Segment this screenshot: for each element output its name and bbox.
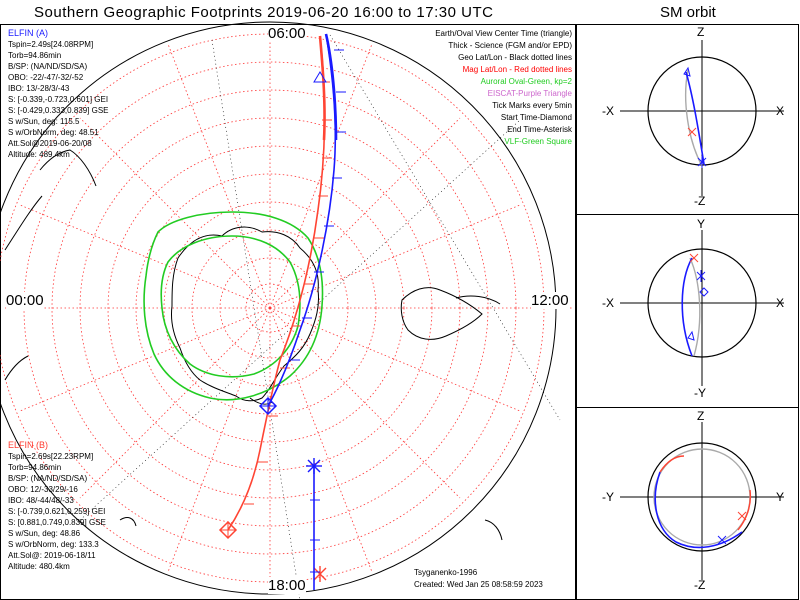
credit-created: Created: Wed Jan 25 08:58:59 2023 [414, 580, 543, 589]
elfin-b-line: OBO: 12/-33/29/-16 [8, 485, 78, 494]
orbit2-top-label: Y [697, 217, 706, 231]
elfin-a-start-diamond [258, 396, 278, 416]
orbit2-right-label: X [776, 296, 785, 310]
page-title: Southern Geographic Footprints 2019-06-2… [34, 4, 494, 21]
orbit-panel-xy [620, 230, 784, 386]
elfin-b-line: S: [-0.739,0.621,0.259] GEI [8, 507, 106, 516]
elfin-b-line: Att.Sol@: 2019-06-18/11 [8, 551, 96, 560]
elfin-b-line: Altitude: 480.4km [8, 562, 70, 571]
legend-item: VLF-Green Square [504, 137, 572, 146]
elfin-b-line: S w/Sun, deg: 48.86 [8, 529, 81, 538]
auroral-oval [143, 211, 324, 401]
elfin-a-line: S w/Sun, deg: 115.5 [8, 117, 80, 126]
elfin-a-track [258, 33, 346, 590]
legend-item: Earth/Oval View Center Time (triangle) [435, 29, 572, 38]
credit-author: Tsyganenko-1996 [414, 568, 478, 577]
elfin-b-end-asterisk [313, 566, 327, 582]
legend-item: Geo Lat/Lon - Black dotted lines [458, 53, 572, 62]
orbit1-right-label: X [776, 104, 785, 118]
elfin-a-line: Tspin=2.49s[24.08RPM] [8, 40, 94, 49]
elfin-a-line: Att.Sol@2019-06-20/08 [8, 139, 92, 148]
elfin-a-name: ELFIN (A) [8, 28, 49, 38]
orbit1-bottom-label: -Z [694, 194, 706, 208]
orbit3-left-label: -Y [602, 490, 614, 504]
legend-item: End Time-Asterisk [507, 125, 572, 134]
orbit3-bottom-label: -Z [694, 578, 706, 592]
orbit1-left-label: -X [602, 104, 614, 118]
orbit3-right-label: Y [776, 490, 785, 504]
elfin-a-line: S w/OrbNorm, deg: 48.51 [8, 128, 99, 137]
elfin-b-line: S w/OrbNorm, deg: 133.3 [8, 540, 99, 549]
elfin-a-line: IBO: 13/-28/3/-43 [8, 84, 70, 93]
orbit-frame-2 [576, 214, 799, 408]
orbit2-left-label: -X [602, 296, 614, 310]
legend-item: EISCAT-Purple Triangle [487, 89, 572, 98]
time-label-bottom: 18:00 [268, 577, 306, 594]
orbit2-bottom-label: -Y [694, 386, 706, 400]
legend: Earth/Oval View Center Time (triangle) T… [380, 28, 572, 152]
elfin-a-line: B/SP: (NA/ND/SD/SA) [8, 62, 88, 71]
elfin-b-line: Torb=94.86min [8, 463, 62, 472]
elfin-b-line: B/SP: (NA/ND/SD/SA) [8, 474, 88, 483]
elfin-b-line: S: [0.881,0.749,0.839] GSE [8, 518, 106, 527]
time-label-top: 06:00 [268, 25, 306, 42]
orbit-panel-xz [620, 40, 784, 196]
legend-item: Start Time-Diamond [500, 113, 572, 122]
elfin-a-line: S: [-0.429,0.333,0.839] GSE [8, 106, 109, 115]
elfin-a-info: ELFIN (A) Tspin=2.49s[24.08RPM] Torb=94.… [8, 28, 109, 160]
orbit-panel-yz [620, 422, 784, 580]
orbit1-top-label: Z [697, 25, 705, 39]
legend-item: Tick Marks every 5min [492, 101, 572, 110]
elfin-b-name: ELFIN (B) [8, 440, 49, 450]
legend-item: Mag Lat/Lon - Red dotted lines [462, 65, 572, 74]
elfin-a-line: OBO: -22/-47/-32/-52 [8, 73, 84, 82]
elfin-a-end-asterisk [306, 458, 322, 474]
elfin-b-info: ELFIN (B) Tspin=2.69s[22.23RPM] Torb=94.… [8, 440, 106, 572]
orbit3-top-label: Z [697, 409, 705, 423]
elfin-b-line: Tspin=2.69s[22.23RPM] [8, 452, 94, 461]
elfin-a-line: S: [-0.339,-0.723,0.601] GEI [8, 95, 109, 104]
elfin-b-start-diamond [218, 520, 238, 540]
orbit-title: SM orbit [660, 4, 716, 21]
legend-item: Thick - Science (FGM and/or EPD) [448, 41, 572, 50]
elfin-b-line: IBO: 48/-44/48/-33 [8, 496, 74, 505]
elfin-a-line: Torb=94.86min [8, 51, 62, 60]
time-label-right: 12:00 [531, 292, 569, 309]
elfin-a-line: Altitude: 489.4km [8, 150, 70, 159]
legend-item: Auroral Oval-Green, kp=2 [480, 77, 572, 86]
geo-lat-lon-grid [79, 34, 561, 600]
elfin-a-view-triangle [313, 71, 327, 83]
time-label-left: 00:00 [6, 292, 44, 309]
